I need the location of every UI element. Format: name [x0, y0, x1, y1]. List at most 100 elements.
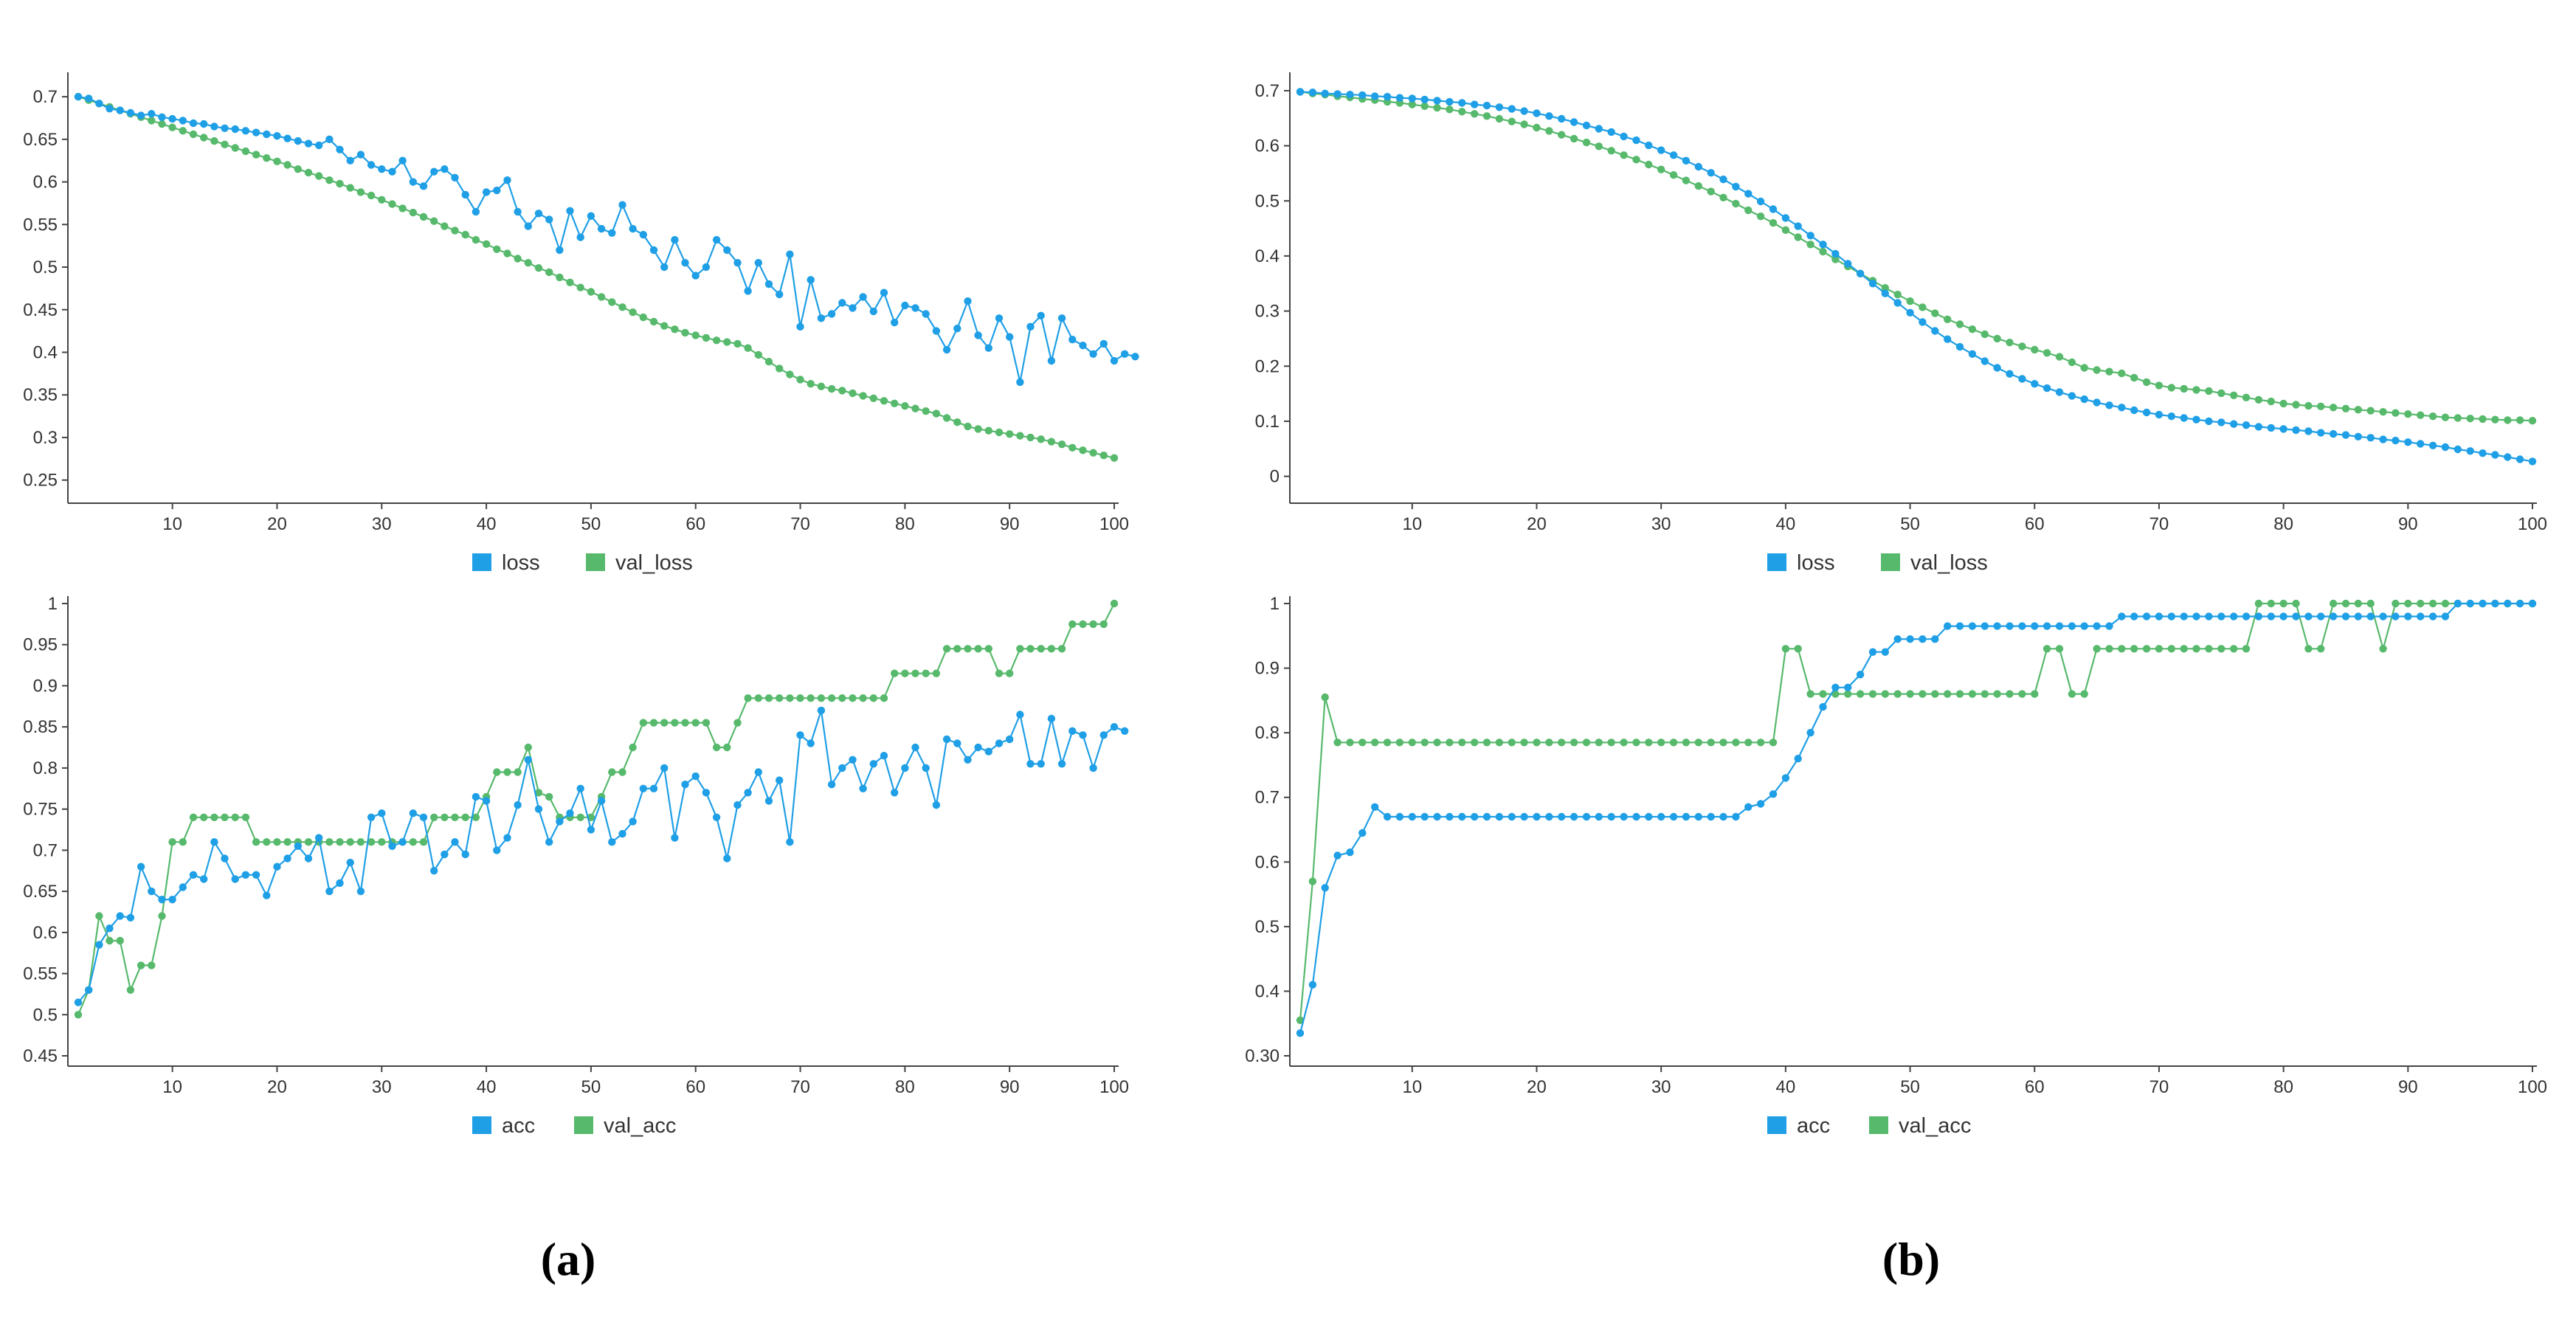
data-point-val_loss — [2329, 404, 2338, 412]
data-point-val_acc — [1993, 690, 2001, 698]
data-point-val_loss — [901, 402, 909, 410]
data-point-loss — [367, 161, 376, 169]
data-point-val_acc — [2167, 645, 2175, 653]
data-point-val_loss — [1955, 320, 1964, 328]
data-point-loss — [2043, 384, 2051, 393]
data-point-acc — [1520, 812, 1528, 821]
data-point-acc — [995, 739, 1004, 747]
data-point-loss — [1371, 92, 1379, 100]
data-point-val_loss — [2317, 402, 2325, 410]
data-point-acc — [2304, 612, 2313, 621]
x-tick-label: 60 — [2025, 514, 2045, 534]
data-point-val_loss — [671, 325, 679, 333]
data-point-acc — [1296, 1029, 1305, 1037]
data-point-val_acc — [514, 768, 522, 776]
data-point-val_loss — [1620, 151, 1628, 159]
data-point-val_loss — [2205, 387, 2213, 395]
data-point-val_loss — [922, 407, 930, 415]
data-point-loss — [2254, 423, 2263, 431]
data-point-val_acc — [1694, 739, 1702, 747]
data-point-val_loss — [712, 336, 721, 345]
data-point-loss — [1545, 112, 1553, 120]
data-point-val_loss — [1471, 110, 1479, 118]
y-tick-label: 1 — [48, 594, 58, 614]
data-point-acc — [1358, 829, 1367, 837]
data-point-val_acc — [2142, 645, 2151, 653]
y-tick-label: 0.7 — [33, 840, 58, 860]
data-point-val_acc — [649, 719, 658, 727]
data-point-val_loss — [2441, 413, 2450, 421]
data-point-val_acc — [733, 719, 742, 727]
data-point-val_acc — [1806, 690, 1814, 698]
data-point-val_acc — [964, 645, 972, 653]
data-point-val_acc — [576, 813, 584, 822]
data-point-val_acc — [503, 768, 511, 776]
data-point-val_loss — [953, 418, 961, 426]
data-point-val_loss — [1831, 255, 1840, 263]
data-point-acc — [1881, 648, 1889, 656]
data-point-loss — [1645, 141, 1653, 150]
data-point-val_loss — [2068, 358, 2076, 367]
data-point-val_loss — [168, 123, 176, 131]
data-point-loss — [116, 106, 124, 114]
data-point-val_acc — [2093, 645, 2101, 653]
data-point-val_acc — [1831, 690, 1840, 698]
y-tick-label: 0.5 — [33, 257, 58, 277]
data-point-val_acc — [1495, 739, 1504, 747]
data-point-val_loss — [1806, 241, 1814, 249]
data-point-val_acc — [1026, 645, 1035, 653]
data-point-loss — [2118, 404, 2126, 412]
data-point-acc — [398, 838, 407, 846]
data-point-acc — [1037, 760, 1045, 768]
data-point-val_loss — [2366, 407, 2375, 415]
data-point-loss — [1383, 92, 1392, 101]
data-point-val_loss — [2354, 406, 2362, 414]
data-point-val_acc — [1981, 690, 1989, 698]
data-point-val_acc — [1068, 620, 1077, 629]
data-point-val_loss — [566, 278, 574, 286]
data-point-val_acc — [1508, 739, 1516, 747]
data-point-val_loss — [733, 339, 742, 348]
data-point-acc — [74, 998, 83, 1006]
data-point-val_loss — [2093, 366, 2101, 374]
data-point-loss — [231, 125, 239, 134]
data-point-val_loss — [1993, 334, 2001, 343]
data-point-acc — [106, 924, 114, 933]
x-tick-label: 50 — [581, 1077, 601, 1097]
data-point-acc — [273, 863, 281, 871]
data-point-acc — [2043, 622, 2051, 630]
data-point-acc — [137, 863, 145, 871]
data-point-val_acc — [1482, 739, 1491, 747]
data-point-val_loss — [776, 364, 784, 373]
series-line-acc — [1299, 602, 2532, 1034]
chart-b-accuracy: 0.30 0.4 0.5 0.6 0.7 0.8 0.9 1 10 20 30 40 50 60 70 80 9… — [1245, 594, 2547, 1138]
data-point-acc — [1346, 848, 1354, 857]
data-point-val_loss — [2454, 414, 2462, 422]
data-point-acc — [1607, 812, 1615, 821]
data-point-loss — [984, 344, 993, 352]
data-point-acc — [827, 781, 836, 789]
data-point-acc — [1558, 812, 1566, 821]
data-point-acc — [1545, 812, 1553, 821]
data-point-val_acc — [629, 743, 637, 752]
data-point-val_acc — [534, 789, 543, 797]
data-point-loss — [1632, 136, 1640, 145]
y-tick-label: 0.35 — [23, 385, 58, 405]
data-point-acc — [2417, 612, 2425, 621]
data-point-acc — [441, 850, 449, 859]
data-point-val_loss — [221, 140, 229, 148]
data-point-val_acc — [252, 838, 260, 846]
data-point-val_loss — [649, 317, 658, 326]
legend-swatch-loss — [472, 553, 491, 571]
data-point-loss — [95, 100, 103, 108]
data-point-val_acc — [1794, 645, 1802, 653]
x-tick-label: 80 — [895, 1077, 915, 1097]
data-point-loss — [922, 310, 930, 318]
data-point-acc — [2354, 612, 2362, 621]
data-point-loss — [1508, 105, 1516, 113]
data-point-val_loss — [1632, 156, 1640, 164]
data-point-val_acc — [1446, 739, 1454, 747]
data-point-val_loss — [1707, 187, 1715, 196]
data-point-val_loss — [283, 161, 291, 169]
data-point-val_loss — [1057, 440, 1066, 449]
